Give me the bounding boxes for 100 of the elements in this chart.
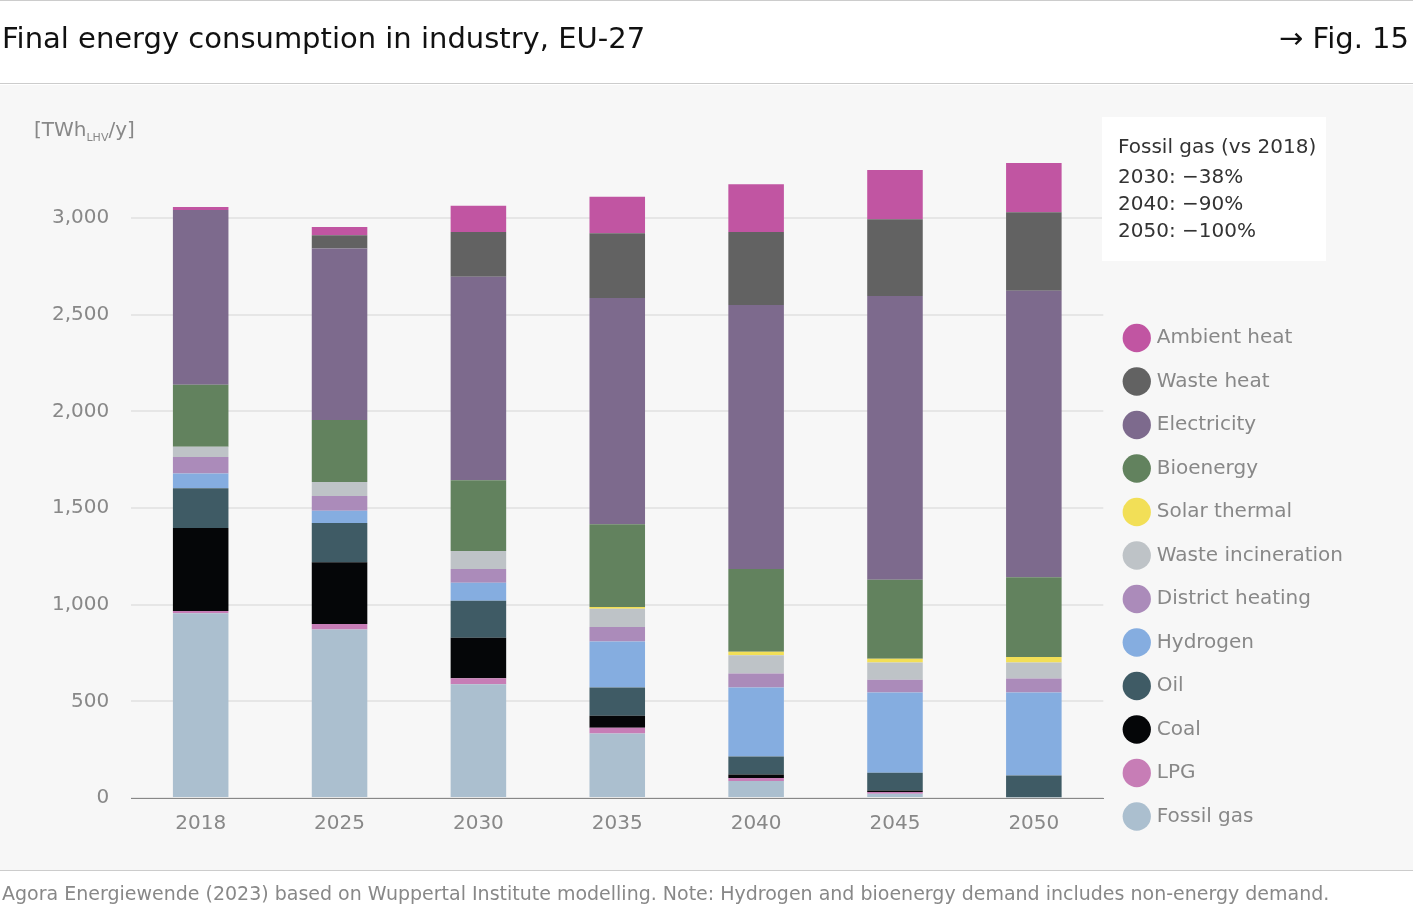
bar	[172, 384, 229, 447]
bar	[172, 473, 229, 489]
bar	[728, 756, 784, 775]
bar	[450, 205, 507, 232]
legend-label: Ambient heat	[1156, 324, 1293, 349]
bar	[1006, 692, 1062, 776]
bar	[172, 456, 229, 474]
bar	[311, 420, 368, 482]
x-tick-label: 2018	[175, 810, 227, 835]
bar	[1006, 162, 1062, 213]
text: 2030: −38%	[1118, 163, 1245, 190]
y-tick-label: 1,000	[51, 590, 110, 615]
bar	[311, 226, 368, 236]
bar	[728, 673, 784, 688]
bar	[867, 692, 923, 773]
bar	[728, 184, 784, 232]
legend-label: Bioenergy	[1156, 454, 1259, 479]
bar	[589, 196, 646, 234]
bar	[589, 298, 646, 525]
x-tick-label: 2030	[452, 810, 504, 835]
legend-label: Oil	[1156, 672, 1184, 697]
bar	[1006, 577, 1062, 658]
bar	[1006, 657, 1062, 663]
bar	[867, 679, 923, 693]
bar	[728, 305, 784, 570]
x-tick-label: 2045	[869, 810, 921, 835]
bar	[172, 528, 229, 612]
bar	[311, 624, 368, 630]
bar	[172, 206, 229, 210]
x-tick-label: 2040	[730, 810, 782, 835]
bar	[589, 233, 646, 299]
bar	[589, 608, 646, 627]
bar	[728, 778, 784, 781]
bar	[728, 231, 784, 305]
x-tick-label: 2050	[1008, 810, 1060, 835]
bar	[311, 248, 368, 421]
bar	[1006, 212, 1062, 291]
bar	[867, 296, 923, 580]
bar	[450, 637, 507, 679]
legend-label: District heating	[1156, 585, 1311, 610]
bar	[311, 481, 368, 497]
bar	[172, 488, 229, 529]
bar	[1006, 775, 1062, 798]
bar	[1006, 290, 1062, 578]
bar	[450, 276, 507, 481]
text: → Fig. 15	[1279, 21, 1409, 55]
legend-label: Fossil gas	[1156, 802, 1254, 827]
bar	[311, 562, 368, 624]
bar	[589, 715, 646, 728]
bar	[450, 582, 507, 601]
bar	[589, 733, 646, 797]
bar	[311, 629, 368, 797]
y-axis-title: [TWh$_{LHV}$/y]	[34, 117, 135, 144]
bar	[728, 569, 784, 652]
bar	[172, 446, 229, 457]
bar	[311, 496, 368, 511]
bar	[589, 687, 646, 716]
y-tick-label: 0	[96, 784, 110, 809]
legend-label: Waste heat	[1156, 367, 1270, 392]
bar	[867, 219, 923, 297]
legend-label: LPG	[1156, 759, 1196, 784]
bar	[450, 569, 507, 583]
bar	[867, 170, 923, 220]
bar	[450, 231, 507, 277]
bar	[311, 523, 368, 563]
bar	[1006, 678, 1062, 693]
y-tick-label: 500	[71, 687, 110, 712]
bar	[867, 579, 923, 659]
bar	[728, 651, 784, 656]
text: Fossil gas (vs 2018)	[1118, 133, 1318, 160]
chart-title: Final energy consumption in industry, EU-27	[2, 21, 646, 55]
bar	[311, 235, 368, 249]
bar	[589, 727, 646, 734]
y-tick-label: 1,500	[51, 494, 110, 519]
text: 2050: −100%	[1118, 217, 1257, 244]
legend-label: Solar thermal	[1156, 498, 1293, 523]
bar	[728, 774, 784, 779]
y-tick-label: 2,500	[51, 300, 110, 325]
text: Agora Energiewende (2023) based on Wuppertal Institute modelling. Note: Hydrogen and bioenergy demand includes non-energy demand.	[2, 882, 1330, 904]
bar	[450, 550, 507, 570]
bar	[589, 626, 646, 642]
x-tick-label: 2025	[314, 810, 365, 835]
bar	[1006, 662, 1062, 679]
bar	[172, 613, 229, 797]
bar	[450, 678, 507, 685]
bar	[728, 780, 784, 797]
legend-label: Waste incineration	[1156, 541, 1343, 566]
bar	[728, 687, 784, 757]
bar	[172, 209, 229, 385]
y-tick-label: 3,000	[51, 204, 110, 229]
bar	[450, 480, 507, 551]
bar	[589, 524, 646, 607]
bar	[450, 684, 507, 797]
legend-label: Coal	[1156, 715, 1201, 740]
bar	[728, 655, 784, 674]
bar	[589, 641, 646, 688]
bar	[172, 611, 229, 614]
y-tick-label: 2,000	[51, 397, 110, 422]
bar	[450, 600, 507, 638]
bar	[867, 772, 923, 791]
